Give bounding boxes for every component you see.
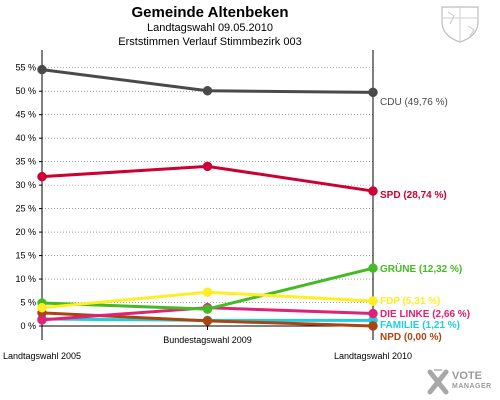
y-tick-label: 30 % [15,180,36,190]
data-point [368,296,378,306]
x-tick-label: Landtagswahl 2010 [334,351,412,361]
x-tick-label: Bundestagswahl 2009 [163,335,252,345]
data-point [202,304,213,314]
series-layer [37,64,378,331]
series-end-label: CDU (49,76 %) [380,97,448,108]
data-point [368,308,378,319]
series-end-label: FDP (5,31 %) [380,296,440,307]
y-tick-label: 40 % [15,133,36,143]
data-point [368,186,378,196]
vote-manager-logo-icon [427,369,449,395]
data-point [368,87,378,98]
series-end-label: GRÜNE (12,32 %) [380,262,462,275]
series-end-label: NPD (0,00 %) [380,332,442,343]
data-point [37,315,47,325]
logo-text-manager: MANAGER [452,383,492,390]
data-point [37,64,47,75]
axis-layer: 0 % 5 % 10 % 15 % 20 % 25 % 30 % 35 % 40 % 45 % 50… [3,50,412,361]
y-tick-label: 50 % [15,86,36,96]
y-tick-label: 10 % [15,274,36,284]
series-end-label: SPD (28,74 %) [380,190,447,201]
chart-title: Gemeinde Altenbeken [131,4,289,21]
data-point [368,321,378,331]
chart-subtitle-district: Erststimmen Verlauf Stimmbezirk 003 [118,36,302,48]
data-point [202,287,213,297]
series-end-label: DIE LINKE (2,66 %) [380,309,470,320]
y-tick-label: 55 % [15,63,36,73]
y-tick-label: 20 % [15,227,36,237]
series-end-label: FAMILIE (1,21 %) [380,320,460,331]
y-tick-label: 45 % [15,110,36,120]
data-point [202,161,213,172]
data-point [37,171,47,182]
data-point [37,302,47,313]
y-tick-label: 25 % [15,204,36,214]
label-layer: CDU (49,76 %) SPD (28,74 %) GRÜNE (12,32 %… [380,97,470,343]
y-tick-label: 35 % [15,157,36,167]
data-point [368,263,378,273]
y-tick-label: 15 % [15,251,36,261]
chart-subtitle-election: Landtagswahl 09.05.2010 [147,22,273,34]
coat-of-arms-icon [441,6,479,43]
logo-text-vote: VOTE [452,370,482,382]
x-tick-label: Landtagswahl 2005 [3,351,81,361]
y-tick-label: 5 % [20,298,36,308]
data-point [202,85,213,96]
y-tick-label: 0 % [20,321,36,331]
data-point [202,316,213,326]
